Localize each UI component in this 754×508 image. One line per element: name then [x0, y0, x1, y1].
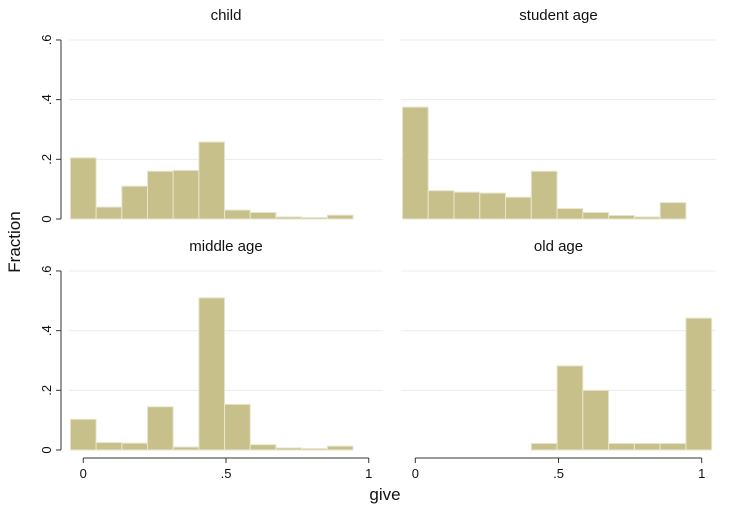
bar: [224, 403, 251, 451]
panel-student-age: student age: [401, 7, 716, 220]
bar: [95, 206, 123, 220]
x-tick-label: 1: [698, 466, 705, 481]
bar: [401, 106, 429, 220]
bar: [69, 157, 97, 220]
bar: [556, 365, 584, 451]
bar: [198, 297, 226, 451]
bar: [69, 418, 97, 451]
bar: [147, 170, 174, 220]
bar: [275, 447, 303, 451]
x-tick-label: 0: [80, 466, 87, 481]
bar: [530, 170, 558, 220]
x-axis-title: give: [369, 485, 400, 504]
y-tick-label: 0: [39, 215, 54, 222]
y-tick-label: .6: [39, 35, 54, 46]
panel-title: child: [211, 7, 242, 24]
bar: [659, 442, 687, 451]
bar: [608, 442, 635, 451]
panel-old-age: old age 0 .5 1: [401, 238, 716, 481]
x-tick-label: 1: [365, 466, 372, 481]
panel-title: middle age: [189, 238, 262, 255]
bar: [249, 444, 277, 451]
y-tick-label: .4: [39, 325, 54, 336]
bar: [582, 389, 610, 451]
x-tick-label: .5: [553, 466, 564, 481]
y-tick-label: .2: [39, 154, 54, 165]
panels-group: child 0 .2 .4 .6 student age middle age 0 .2 .4 .6…: [39, 7, 716, 481]
y-tick-label: .2: [39, 385, 54, 396]
bar: [608, 214, 635, 220]
panel-child: child 0 .2 .4 .6: [39, 7, 383, 223]
bar: [301, 217, 328, 220]
bar: [427, 190, 455, 220]
bar: [479, 192, 507, 220]
bar: [95, 442, 123, 451]
bar: [172, 169, 200, 220]
y-tick-label: 0: [39, 446, 54, 453]
bar: [224, 209, 251, 220]
bar: [121, 185, 148, 220]
bar: [301, 448, 328, 451]
bar: [633, 216, 661, 220]
bar: [326, 445, 354, 451]
bar: [505, 196, 532, 220]
bar: [121, 442, 148, 451]
bar: [275, 216, 303, 220]
bar: [556, 208, 584, 220]
y-tick-label: .6: [39, 266, 54, 277]
panel-title: student age: [519, 7, 597, 24]
bar: [582, 211, 610, 220]
bar: [172, 446, 200, 451]
bar: [147, 406, 174, 451]
bar: [633, 442, 661, 451]
bar: [249, 211, 277, 220]
panel-middle-age: middle age 0 .2 .4 .6 0 .5 1: [39, 238, 383, 481]
bar: [453, 191, 481, 220]
bar: [198, 141, 226, 220]
x-tick-label: .5: [221, 466, 232, 481]
bar: [326, 214, 354, 220]
y-tick-label: .4: [39, 94, 54, 105]
bar: [685, 317, 713, 451]
panel-title: old age: [534, 238, 583, 255]
bar: [530, 442, 558, 451]
bar: [659, 202, 687, 220]
x-tick-label: 0: [412, 466, 419, 481]
y-axis-title: Fraction: [5, 211, 24, 272]
